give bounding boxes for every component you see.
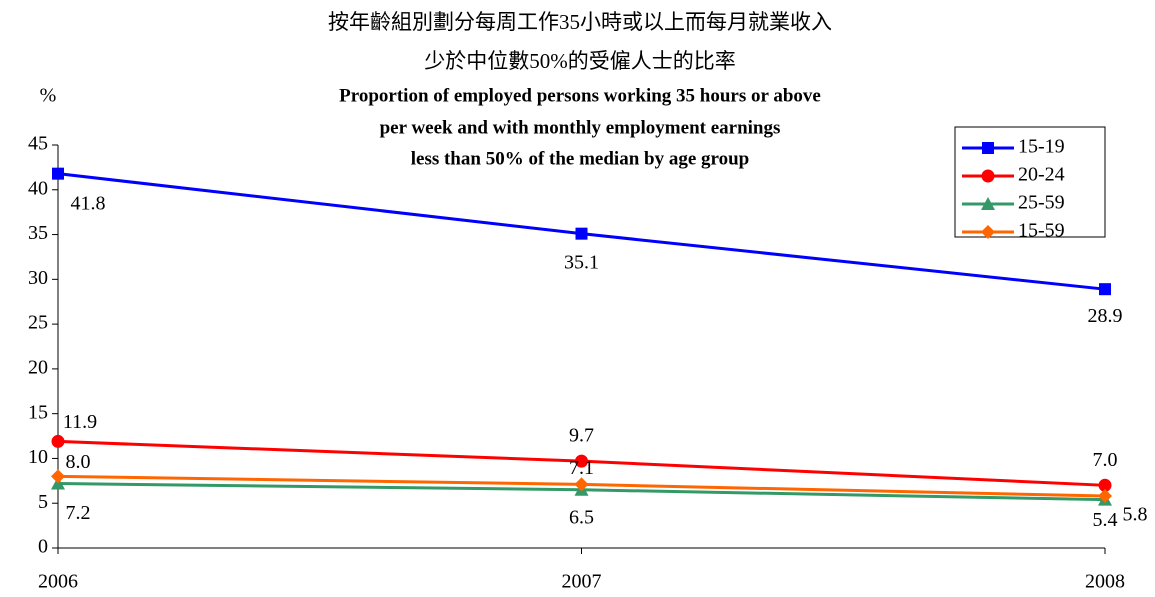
data-label: 7.0: [1093, 449, 1118, 471]
data-label: 7.1: [569, 457, 594, 479]
y-tick-label: 20: [28, 356, 48, 378]
data-label: 5.8: [1123, 504, 1148, 526]
marker: [981, 197, 995, 210]
data-label: 8.0: [66, 451, 91, 473]
marker: [51, 434, 65, 448]
marker: [1098, 489, 1112, 504]
y-tick-label: 25: [28, 312, 48, 334]
data-label: 5.4: [1093, 509, 1118, 531]
marker: [981, 169, 995, 183]
marker: [982, 142, 994, 154]
chart-subtitle: less than 50% of the median by age group: [411, 148, 750, 169]
data-label: 11.9: [63, 411, 97, 433]
marker: [52, 167, 64, 180]
data-label: 41.8: [71, 192, 106, 214]
y-axis-label: %: [40, 85, 57, 107]
data-label: 7.2: [66, 502, 91, 524]
x-tick-label: 2008: [1085, 571, 1125, 593]
y-tick-label: 30: [28, 267, 48, 289]
legend: [954, 126, 1106, 238]
y-tick-label: 15: [28, 401, 48, 423]
data-label: 6.5: [569, 506, 594, 528]
data-label: 35.1: [564, 251, 599, 273]
marker: [1099, 283, 1111, 296]
x-tick-label: 2007: [562, 571, 602, 593]
marker: [51, 469, 65, 484]
y-tick-label: 10: [28, 446, 48, 468]
chart-subtitle: per week and with monthly employment ear…: [380, 117, 781, 138]
y-tick-label: 5: [38, 491, 48, 513]
legend-label: 15-19: [1018, 136, 1065, 158]
chart-title: 按年齡組別劃分每周工作35小時或以上而每月就業收入: [328, 10, 832, 34]
marker: [575, 454, 588, 468]
y-tick-label: 0: [38, 536, 48, 558]
y-tick-label: 45: [28, 133, 48, 155]
legend-label: 15-59: [1018, 220, 1065, 242]
marker: [574, 477, 589, 492]
marker: [981, 225, 995, 239]
y-tick-label: 40: [28, 177, 48, 199]
data-label: 28.9: [1088, 305, 1123, 327]
legend-label: 25-59: [1018, 192, 1065, 214]
marker: [1098, 478, 1112, 492]
marker: [575, 227, 588, 240]
y-tick-label: 35: [28, 222, 48, 244]
legend-label: 20-24: [1018, 164, 1065, 186]
x-tick-label: 2006: [38, 571, 78, 593]
chart-title: 少於中位數50%的受僱人士的比率: [424, 49, 736, 73]
chart-subtitle: Proportion of employed persons working 3…: [339, 85, 821, 106]
data-label: 9.7: [569, 425, 594, 447]
